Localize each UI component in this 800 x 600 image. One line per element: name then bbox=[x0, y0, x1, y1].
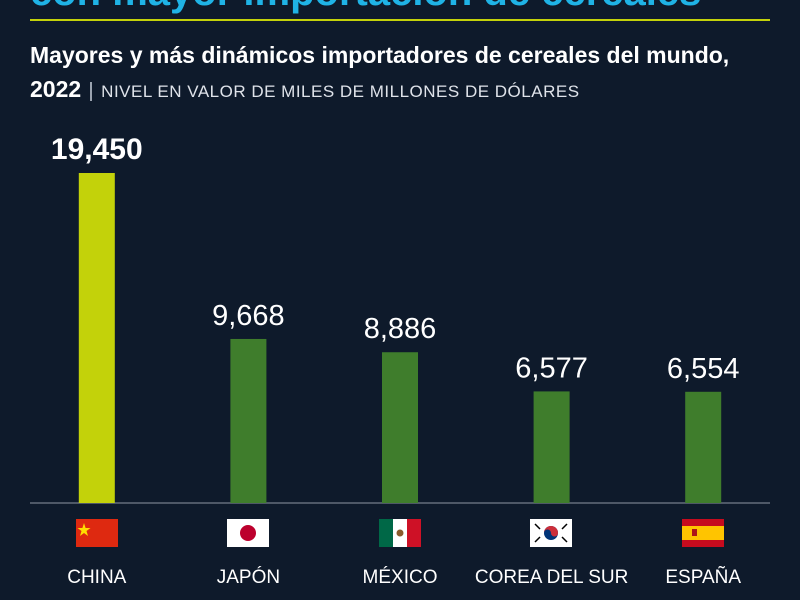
x-tick-label: CHINA bbox=[67, 567, 126, 588]
chart-title: con mayor importación de cereales bbox=[30, 0, 701, 15]
unit-label: NIVEL EN VALOR DE MILES DE MILLONES DE D… bbox=[90, 82, 580, 101]
x-tick-label: ESPAÑA bbox=[665, 566, 741, 588]
x-tick-label: MÉXICO bbox=[363, 567, 438, 588]
flag-spain bbox=[682, 519, 724, 547]
x-tick-label: COREA DEL SUR bbox=[475, 567, 628, 588]
value-label: 6,554 bbox=[667, 353, 740, 385]
value-label: 8,886 bbox=[364, 313, 437, 345]
flag-china bbox=[76, 519, 118, 547]
subtitle-block: Mayores y más dinámicos importadores de … bbox=[30, 38, 755, 109]
x-tick-label: JAPÓN bbox=[217, 566, 280, 588]
subtitle: Mayores y más dinámicos importadores de … bbox=[30, 42, 730, 102]
flag-mexico bbox=[379, 519, 421, 547]
value-label: 19,450 bbox=[51, 133, 143, 166]
value-label: 6,577 bbox=[515, 352, 588, 384]
bar bbox=[78, 173, 115, 503]
title-rule bbox=[30, 19, 770, 21]
value-label: 9,668 bbox=[212, 300, 285, 332]
bar bbox=[382, 352, 418, 503]
flag-japan bbox=[227, 519, 269, 547]
flag-korea bbox=[530, 519, 572, 547]
bar bbox=[230, 338, 267, 503]
bar bbox=[685, 391, 722, 503]
bar bbox=[533, 391, 570, 503]
